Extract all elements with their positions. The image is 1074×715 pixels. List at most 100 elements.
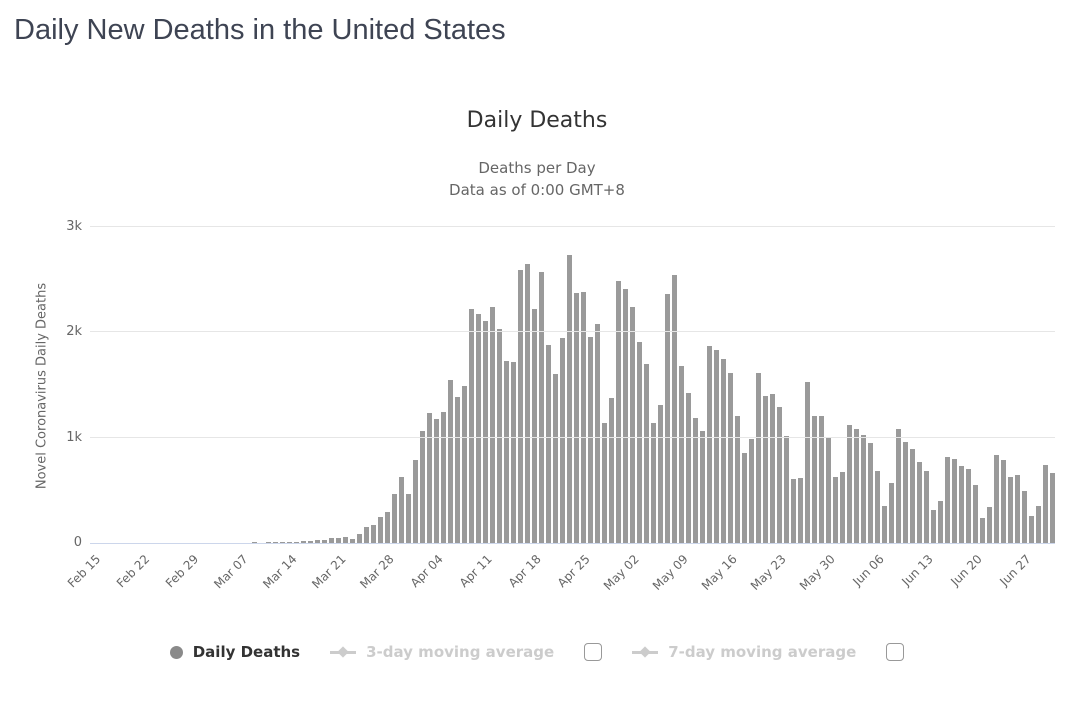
- daily-deaths-bar[interactable]: [490, 306, 495, 543]
- daily-deaths-bar[interactable]: [329, 538, 334, 543]
- daily-deaths-bar[interactable]: [518, 270, 523, 543]
- daily-deaths-bar[interactable]: [413, 459, 418, 543]
- daily-deaths-bar[interactable]: [630, 307, 635, 543]
- daily-deaths-bar[interactable]: [798, 477, 803, 543]
- daily-deaths-bar[interactable]: [763, 395, 768, 543]
- daily-deaths-bar[interactable]: [448, 380, 453, 543]
- daily-deaths-bar[interactable]: [560, 337, 565, 543]
- daily-deaths-bar[interactable]: [567, 255, 572, 543]
- daily-deaths-bar[interactable]: [679, 366, 684, 543]
- daily-deaths-bar[interactable]: [721, 358, 726, 543]
- daily-deaths-bar[interactable]: [336, 537, 341, 543]
- daily-deaths-bar[interactable]: [882, 506, 887, 543]
- daily-deaths-bar[interactable]: [609, 397, 614, 543]
- daily-deaths-bar[interactable]: [945, 456, 950, 543]
- daily-deaths-bar[interactable]: [497, 329, 502, 543]
- daily-deaths-bar[interactable]: [994, 454, 999, 543]
- 3day-avg-checkbox[interactable]: [584, 643, 603, 661]
- daily-deaths-bar[interactable]: [392, 493, 397, 543]
- daily-deaths-bar[interactable]: [658, 405, 663, 543]
- legend-item-7day-avg[interactable]: 7-day moving average: [632, 643, 856, 661]
- daily-deaths-bar[interactable]: [917, 461, 922, 543]
- daily-deaths-bar[interactable]: [420, 431, 425, 543]
- daily-deaths-bar[interactable]: [903, 441, 908, 543]
- legend-item-3day-avg[interactable]: 3-day moving average: [330, 643, 554, 661]
- daily-deaths-bar[interactable]: [805, 381, 810, 543]
- daily-deaths-bar[interactable]: [434, 419, 439, 543]
- daily-deaths-bar[interactable]: [343, 537, 348, 543]
- daily-deaths-bar[interactable]: [1036, 506, 1041, 543]
- daily-deaths-bar[interactable]: [819, 415, 824, 543]
- daily-deaths-bar[interactable]: [749, 438, 754, 543]
- daily-deaths-bar[interactable]: [924, 471, 929, 543]
- daily-deaths-bar[interactable]: [546, 344, 551, 543]
- daily-deaths-bar[interactable]: [476, 314, 481, 543]
- daily-deaths-bar[interactable]: [980, 517, 985, 543]
- daily-deaths-bar[interactable]: [504, 360, 509, 543]
- daily-deaths-bar[interactable]: [364, 526, 369, 543]
- daily-deaths-bar[interactable]: [742, 453, 747, 543]
- daily-deaths-bar[interactable]: [574, 293, 579, 543]
- daily-deaths-bar[interactable]: [595, 323, 600, 543]
- daily-deaths-bar[interactable]: [1001, 459, 1006, 543]
- daily-deaths-bar[interactable]: [301, 541, 306, 543]
- daily-deaths-bar[interactable]: [868, 442, 873, 543]
- daily-deaths-bar[interactable]: [441, 411, 446, 543]
- daily-deaths-bar[interactable]: [791, 478, 796, 543]
- daily-deaths-bar[interactable]: [1015, 474, 1020, 543]
- daily-deaths-bar[interactable]: [728, 373, 733, 543]
- daily-deaths-bar[interactable]: [280, 541, 285, 543]
- daily-deaths-bar[interactable]: [910, 449, 915, 543]
- legend-item-daily-deaths[interactable]: Daily Deaths: [169, 643, 300, 661]
- daily-deaths-bar[interactable]: [777, 407, 782, 543]
- daily-deaths-bar[interactable]: [399, 476, 404, 543]
- daily-deaths-bar[interactable]: [252, 542, 257, 543]
- daily-deaths-bar[interactable]: [406, 493, 411, 543]
- daily-deaths-bar[interactable]: [672, 275, 677, 543]
- daily-deaths-bar[interactable]: [539, 272, 544, 543]
- daily-deaths-bar[interactable]: [273, 542, 278, 543]
- daily-deaths-bar[interactable]: [889, 482, 894, 543]
- daily-deaths-bar[interactable]: [1008, 476, 1013, 543]
- daily-deaths-bar[interactable]: [770, 394, 775, 543]
- daily-deaths-bar[interactable]: [784, 435, 789, 543]
- daily-deaths-bar[interactable]: [616, 280, 621, 543]
- daily-deaths-bar[interactable]: [287, 541, 292, 543]
- daily-deaths-bar[interactable]: [833, 476, 838, 543]
- daily-deaths-bar[interactable]: [588, 336, 593, 543]
- daily-deaths-bar[interactable]: [350, 538, 355, 543]
- daily-deaths-bar[interactable]: [294, 541, 299, 543]
- daily-deaths-bar[interactable]: [1043, 465, 1048, 543]
- daily-deaths-bar[interactable]: [1029, 515, 1034, 543]
- daily-deaths-bar[interactable]: [427, 413, 432, 543]
- daily-deaths-bar[interactable]: [378, 516, 383, 543]
- daily-deaths-bar[interactable]: [931, 510, 936, 543]
- daily-deaths-bar[interactable]: [322, 540, 327, 543]
- daily-deaths-bar[interactable]: [483, 320, 488, 543]
- daily-deaths-bar[interactable]: [1022, 491, 1027, 543]
- daily-deaths-bar[interactable]: [511, 361, 516, 543]
- daily-deaths-bar[interactable]: [532, 309, 537, 543]
- daily-deaths-bar[interactable]: [357, 534, 362, 543]
- daily-deaths-bar[interactable]: [308, 540, 313, 543]
- daily-deaths-bar[interactable]: [623, 289, 628, 543]
- daily-deaths-bar[interactable]: [959, 466, 964, 543]
- daily-deaths-bar[interactable]: [875, 471, 880, 543]
- daily-deaths-bar[interactable]: [707, 346, 712, 543]
- daily-deaths-bar[interactable]: [469, 309, 474, 543]
- daily-deaths-bar[interactable]: [651, 422, 656, 543]
- daily-deaths-bar[interactable]: [385, 512, 390, 543]
- daily-deaths-bar[interactable]: [553, 374, 558, 543]
- daily-deaths-bar[interactable]: [861, 434, 866, 543]
- daily-deaths-bar[interactable]: [735, 415, 740, 543]
- daily-deaths-bar[interactable]: [840, 472, 845, 543]
- daily-deaths-bar[interactable]: [756, 373, 761, 543]
- daily-deaths-bar[interactable]: [644, 363, 649, 543]
- daily-deaths-bar[interactable]: [896, 429, 901, 543]
- daily-deaths-bar[interactable]: [602, 423, 607, 543]
- daily-deaths-bar[interactable]: [938, 500, 943, 543]
- daily-deaths-bar[interactable]: [952, 458, 957, 543]
- daily-deaths-bar[interactable]: [665, 294, 670, 543]
- daily-deaths-bar[interactable]: [1050, 473, 1055, 543]
- daily-deaths-bar[interactable]: [315, 540, 320, 543]
